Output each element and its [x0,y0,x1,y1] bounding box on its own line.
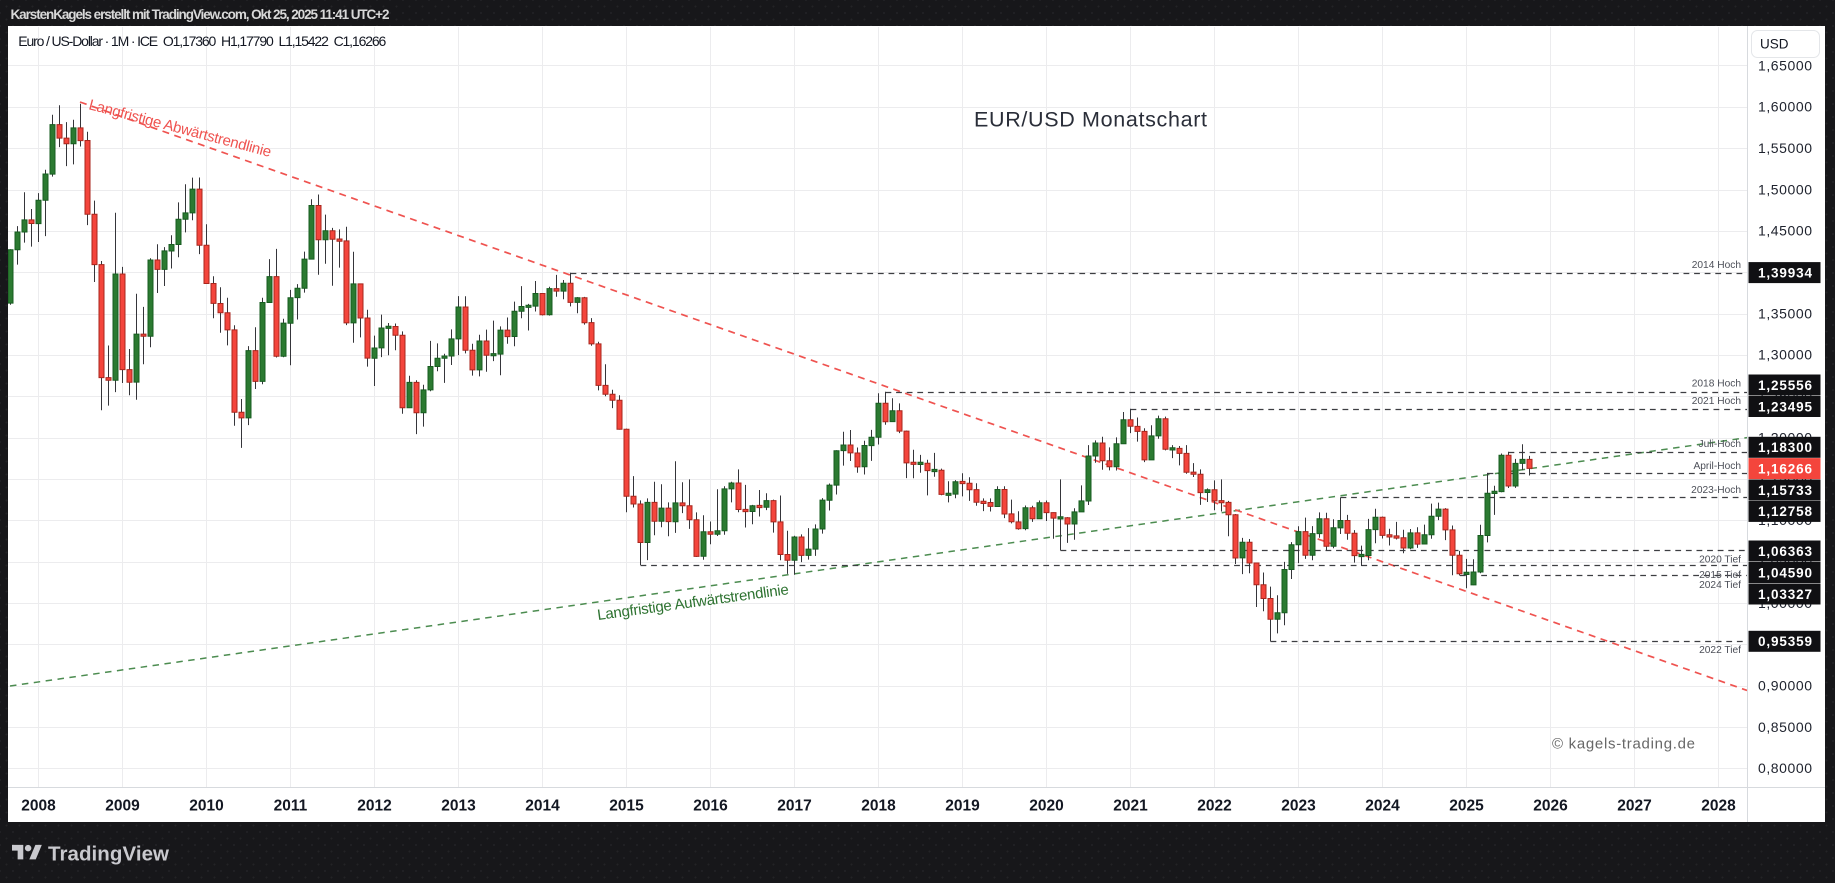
svg-text:1,55000: 1,55000 [1758,140,1812,156]
svg-text:2028: 2028 [1701,798,1736,815]
svg-text:2014 Hoch: 2014 Hoch [1692,260,1741,271]
svg-text:1,18300: 1,18300 [1758,440,1812,455]
svg-text:2021 Hoch: 2021 Hoch [1692,396,1741,407]
svg-text:2022 Tief: 2022 Tief [1699,645,1741,656]
svg-text:1,04590: 1,04590 [1758,565,1812,580]
svg-text:2013: 2013 [441,798,476,815]
svg-text:1,25556: 1,25556 [1758,378,1812,393]
svg-text:0,80000: 0,80000 [1758,760,1812,776]
svg-text:1,65000: 1,65000 [1758,57,1812,73]
svg-text:2026: 2026 [1533,798,1568,815]
svg-text:1,60000: 1,60000 [1758,99,1812,115]
svg-text:1,12758: 1,12758 [1758,504,1812,519]
svg-text:2022: 2022 [1197,798,1231,815]
svg-text:2024 Tief: 2024 Tief [1699,580,1741,591]
svg-text:USD: USD [1760,37,1789,52]
svg-text:2018 Hoch: 2018 Hoch [1692,379,1741,390]
svg-text:0,95359: 0,95359 [1758,634,1812,649]
svg-text:2018: 2018 [861,798,896,815]
svg-text:2010: 2010 [189,798,223,815]
svg-text:KarstenKagels erstellt mit Tra: KarstenKagels erstellt mit TradingView.c… [11,7,390,22]
svg-text:2012: 2012 [357,798,391,815]
svg-text:2015 Tief: 2015 Tief [1699,570,1741,581]
svg-text:2020 Tief: 2020 Tief [1699,555,1741,566]
svg-text:2016: 2016 [693,798,728,815]
svg-text:2023: 2023 [1281,798,1316,815]
svg-text:1,39934: 1,39934 [1758,265,1812,280]
svg-text:2009: 2009 [105,798,140,815]
svg-text:0,85000: 0,85000 [1758,719,1812,735]
svg-text:2025: 2025 [1449,798,1484,815]
svg-text:0,90000: 0,90000 [1758,678,1812,694]
svg-text:2011: 2011 [274,798,308,815]
svg-text:2008: 2008 [21,798,56,815]
svg-text:Euro / US-Dollar · 1M · ICE O1: Euro / US-Dollar · 1M · ICE O1,17360 H1,… [18,33,386,49]
svg-text:1,15733: 1,15733 [1758,483,1812,498]
svg-text:Juli-Hoch: Juli-Hoch [1699,439,1741,450]
svg-text:1,30000: 1,30000 [1758,347,1812,363]
svg-text:1,06363: 1,06363 [1758,544,1812,559]
svg-text:2024: 2024 [1365,798,1400,815]
svg-text:TradingView: TradingView [48,843,169,866]
svg-text:1,45000: 1,45000 [1758,223,1812,239]
svg-text:1,23495: 1,23495 [1758,399,1812,414]
svg-text:2027: 2027 [1617,798,1651,815]
svg-text:April-Hoch: April-Hoch [1693,461,1741,472]
svg-text:© kagels-trading.de: © kagels-trading.de [1552,736,1695,753]
svg-text:2015: 2015 [609,798,644,815]
svg-text:2021: 2021 [1113,798,1148,815]
svg-text:2017: 2017 [777,798,811,815]
svg-text:2019: 2019 [945,798,980,815]
svg-text:1,16266: 1,16266 [1758,461,1812,476]
svg-text:2023-Hoch: 2023-Hoch [1691,485,1741,496]
svg-text:1,35000: 1,35000 [1758,305,1812,321]
svg-text:2020: 2020 [1029,798,1063,815]
svg-text:1,03327: 1,03327 [1758,587,1812,602]
svg-text:2014: 2014 [525,798,560,815]
svg-text:EUR/USD Monatschart: EUR/USD Monatschart [974,108,1207,132]
svg-text:1,50000: 1,50000 [1758,181,1812,197]
